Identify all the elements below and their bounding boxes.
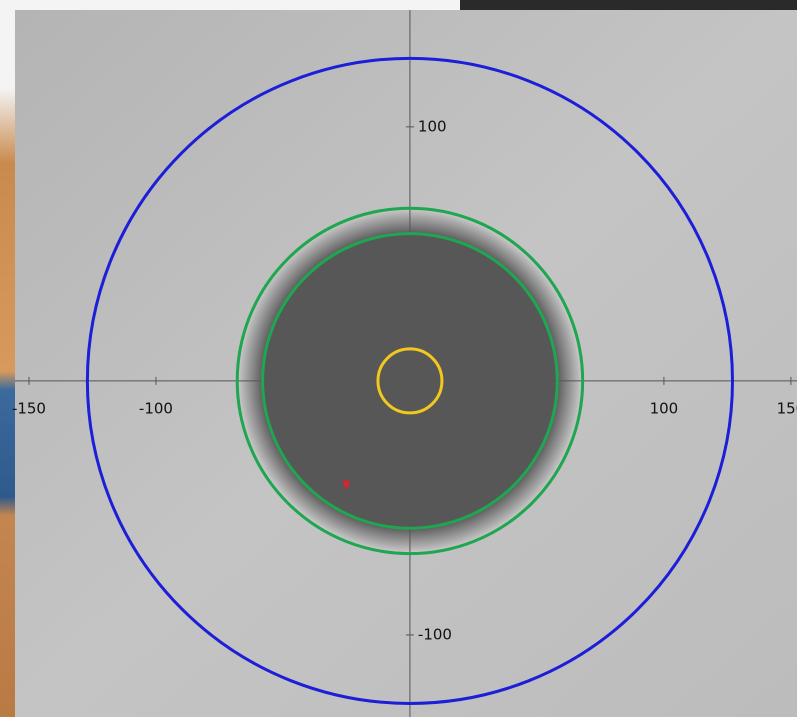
point — [342, 481, 351, 491]
top-strip — [460, 0, 797, 10]
x-tick-label: 100 — [650, 399, 679, 417]
ring — [261, 232, 559, 530]
x-tick-label: -100 — [139, 399, 173, 417]
ring — [85, 56, 734, 705]
ring — [376, 347, 444, 415]
y-tick-label: -100 — [418, 625, 452, 643]
side-photo — [0, 88, 15, 717]
ring — [235, 206, 585, 556]
x-tick-label: -150 — [12, 399, 46, 417]
x-tick-label: 150 — [777, 399, 797, 417]
y-tick-label: 100 — [418, 117, 447, 135]
